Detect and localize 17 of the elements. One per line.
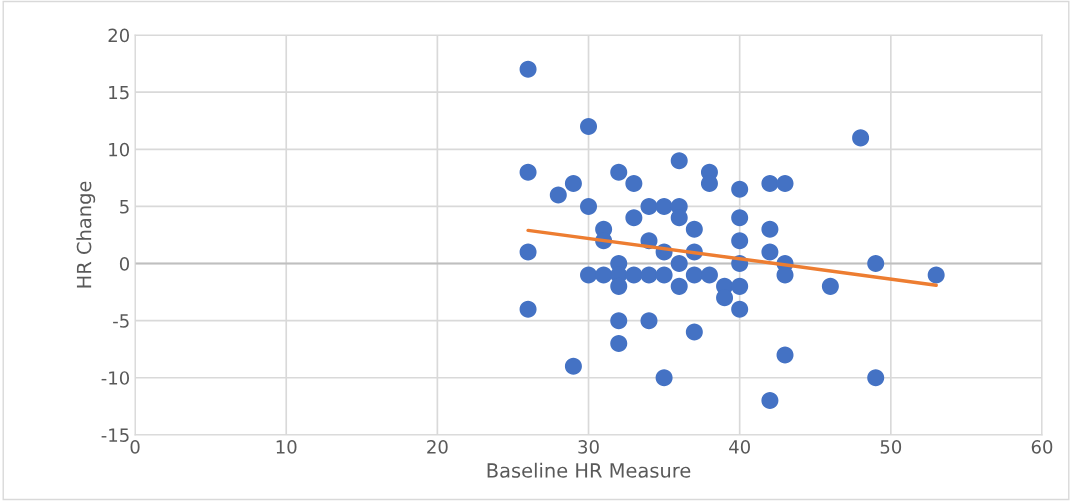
y-tick-label: 15	[109, 85, 129, 100]
x-tick-label: 40	[729, 440, 750, 454]
x-tick-label: 20	[427, 440, 448, 454]
x-tick-label: 60	[1031, 440, 1053, 454]
y-tick-label: 10	[109, 142, 130, 157]
x-tick-label: 50	[880, 440, 902, 454]
x-tick-label: 0	[130, 440, 140, 454]
y-tick-label: -5	[113, 314, 129, 328]
y-tick-label: -10	[101, 371, 130, 385]
y-tick-label: -15	[101, 428, 129, 442]
x-tick-label: 10	[276, 440, 297, 454]
y-tick-label: 5	[120, 200, 129, 214]
y-axis-title: HR Change	[76, 181, 96, 288]
x-axis-title: Baseline HR Measure	[487, 462, 691, 478]
y-tick-label: 20	[108, 28, 130, 43]
x-tick-label: 30	[578, 440, 599, 454]
y-tick-label: 0	[119, 256, 130, 271]
